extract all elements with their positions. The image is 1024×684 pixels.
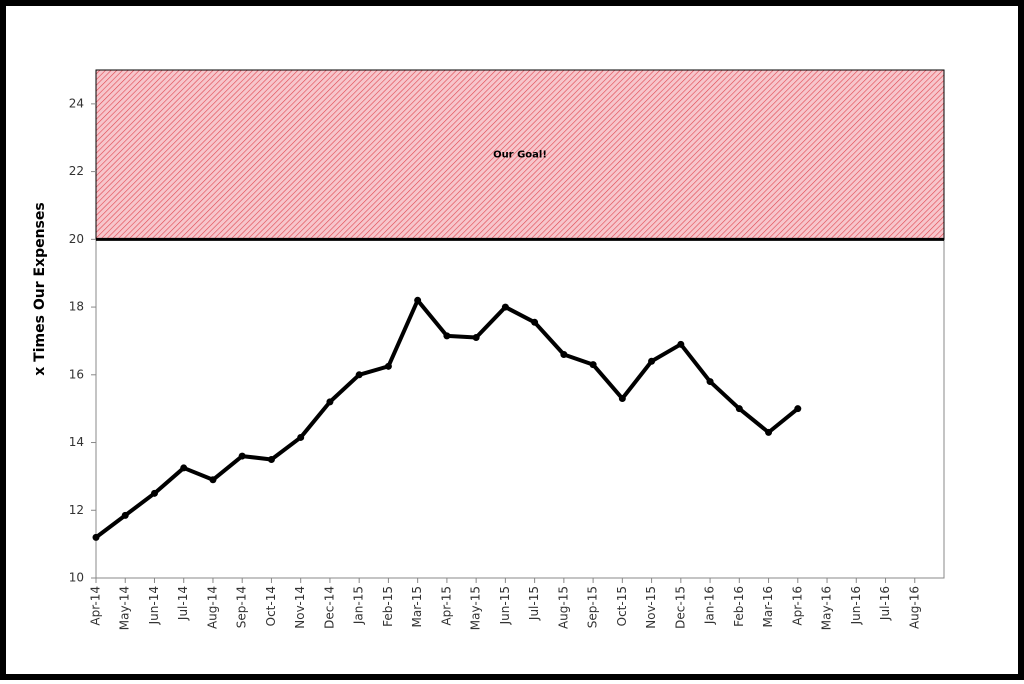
x-tick-label: Apr-16 [790,586,804,626]
data-point [706,378,714,386]
x-tick-label: May-15 [469,586,483,630]
data-point [209,476,217,484]
x-tick-label: Sep-14 [235,586,249,628]
y-tick-label: 12 [69,503,84,517]
y-tick-label: 14 [69,435,84,449]
goal-label: Our Goal! [493,150,547,161]
x-tick-label: Nov-14 [293,586,307,629]
data-point [735,405,743,413]
x-tick-label: Jun-15 [498,586,512,625]
data-point [92,533,100,541]
x-tick-label: Apr-15 [439,586,453,626]
x-tick-label: Jan-16 [703,586,717,625]
x-tick-label: Jun-14 [147,586,161,625]
x-tick-label: Feb-15 [381,586,395,627]
x-tick-label: Mar-16 [761,586,775,627]
data-point [472,334,480,342]
y-tick-label: 16 [69,367,84,381]
data-point [443,332,451,340]
data-point [794,405,802,413]
data-point [765,428,773,436]
x-tick-label: Oct-14 [264,586,278,626]
data-point [355,371,363,379]
x-tick-label: Sep-15 [586,586,600,628]
data-point [267,455,275,463]
x-tick-label: Dec-15 [673,586,687,629]
data-point [589,361,597,369]
x-tick-label: Oct-15 [615,586,629,626]
data-point [501,303,509,311]
data-point [384,362,392,370]
y-tick-label: 10 [69,571,84,585]
x-tick-label: Nov-15 [644,586,658,629]
data-point [238,452,246,460]
x-tick-label: Jan-15 [352,586,366,625]
x-tick-label: Feb-16 [732,586,746,627]
x-tick-label: Jul-16 [878,586,892,621]
data-point [531,318,539,326]
data-point [560,350,568,358]
data-point [326,398,334,406]
y-tick-label: 20 [69,232,84,246]
y-axis-label: x Times Our Expenses [32,202,48,375]
y-tick-label: 18 [69,300,84,314]
x-tick-label: Dec-14 [322,586,336,629]
x-tick-label: Jul-14 [176,586,190,621]
x-tick-label: Aug-16 [907,586,921,629]
data-point [677,340,685,348]
data-point [180,464,188,472]
data-point [648,357,656,365]
data-point [618,395,626,403]
y-tick-label: 24 [69,96,84,110]
goal-band [95,69,945,240]
x-tick-label: Mar-15 [410,586,424,627]
x-tick-label: May-14 [118,586,132,630]
data-point [414,296,422,304]
x-tick-label: Aug-15 [556,586,570,629]
data-point [121,511,129,519]
data-point [150,489,158,497]
x-tick-label: Jun-16 [849,586,863,625]
y-tick-label: 22 [69,164,84,178]
x-tick-label: Apr-14 [89,586,103,626]
x-tick-label: Aug-14 [205,586,219,629]
x-tick-label: Jul-15 [527,586,541,621]
x-tick-label: May-16 [820,586,834,630]
data-point [297,433,305,441]
